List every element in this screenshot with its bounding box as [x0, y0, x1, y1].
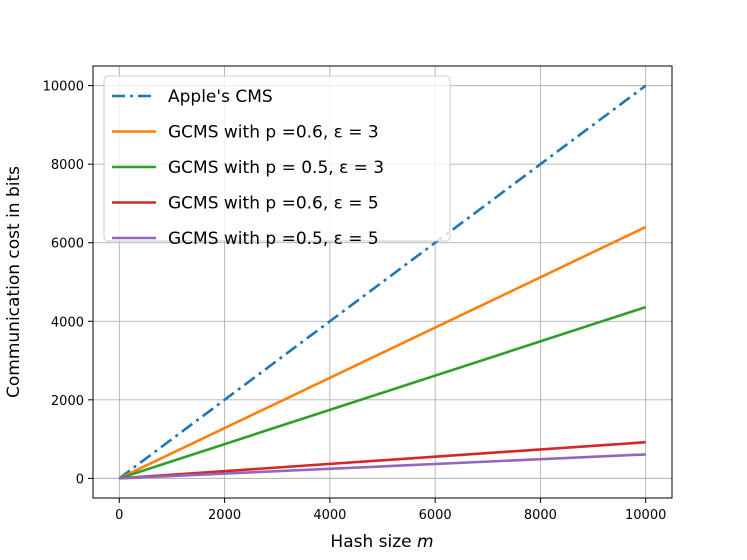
series-line-4	[119, 453, 646, 480]
x-tick-label: 8000	[524, 508, 557, 523]
y-tick-label: 4000	[51, 315, 84, 330]
x-tick-label: 10000	[625, 508, 666, 523]
legend-label-3: GCMS with p =0.6, ε = 5	[168, 194, 379, 214]
x-tick-label: 6000	[419, 508, 452, 523]
series-line-3	[119, 440, 646, 480]
x-axis-label: Hash size m	[330, 532, 433, 552]
legend-box	[103, 75, 451, 242]
axis-ticks: 0 2000 4000 6000 8000 10000 0 2000 4000 6000 8000 1…	[43, 80, 667, 523]
y-tick-label: 10000	[43, 80, 84, 95]
y-tick-label: 6000	[51, 237, 84, 252]
legend: Apple's CMS GCMS with p =0.6, ε = 3 GCMS w…	[103, 75, 451, 249]
legend-label-4: GCMS with p =0.5, ε = 5	[168, 229, 379, 249]
legend-label-0: Apple's CMS	[168, 87, 273, 107]
x-tick-label: 0	[115, 508, 123, 523]
series-line-2	[118, 305, 647, 480]
x-tick-label: 2000	[208, 508, 241, 523]
plot-frame	[92, 65, 673, 499]
legend-label-2: GCMS with p = 0.5, ε = 3	[168, 158, 384, 178]
series-line-0	[118, 84, 647, 480]
y-tick-label: 8000	[51, 158, 84, 173]
y-tick-label: 2000	[51, 394, 84, 409]
legend-label-1: GCMS with p =0.6, ε = 3	[168, 123, 379, 143]
y-tick-label: 0	[76, 472, 84, 487]
series-line-1	[118, 225, 647, 480]
x-tick-label: 4000	[313, 508, 346, 523]
y-axis-label: Communication cost in bits	[4, 166, 24, 398]
series-lines	[118, 84, 647, 480]
